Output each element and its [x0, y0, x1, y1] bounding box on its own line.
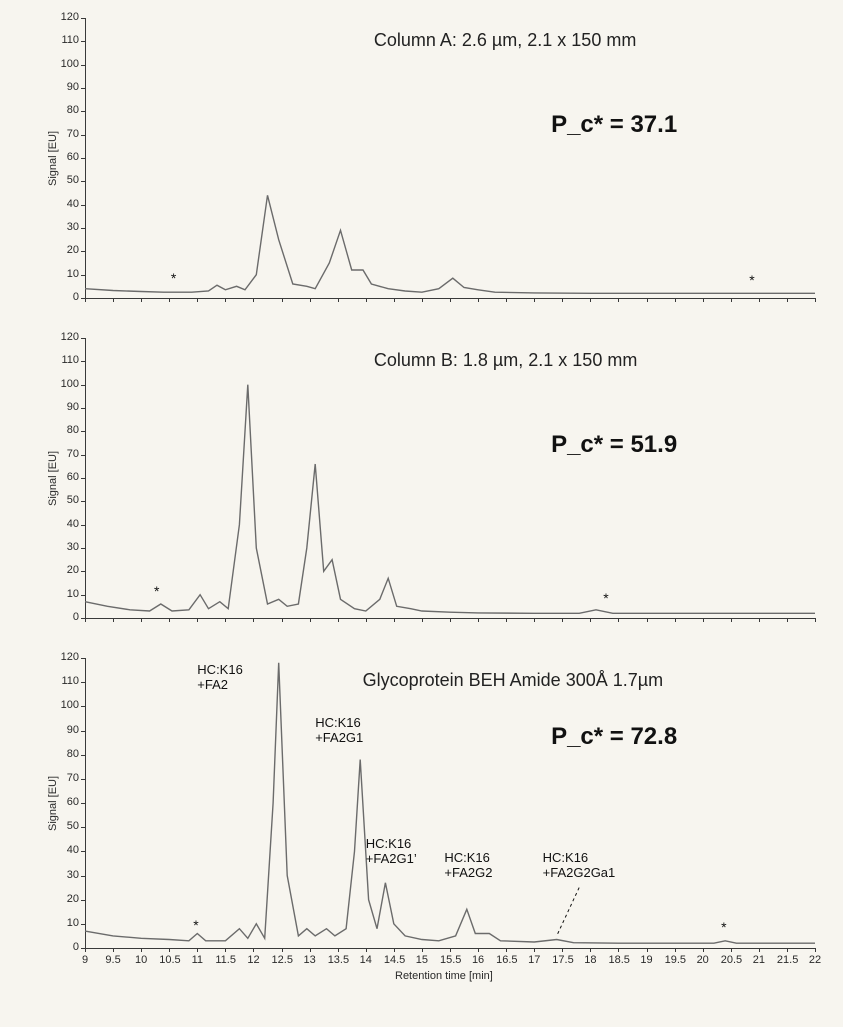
- panelA: 0102030405060708090100110120Signal [EU]C…: [30, 8, 820, 324]
- chromatogram-trace: [30, 8, 820, 324]
- pc-value: P_c* = 51.9: [551, 431, 677, 459]
- chromatogram-trace: [30, 328, 820, 644]
- panelB: 0102030405060708090100110120Signal [EU]C…: [30, 328, 820, 644]
- panel-title: Column A: 2.6 µm, 2.1 x 150 mm: [374, 30, 636, 51]
- asterisk-marker: *: [749, 272, 754, 288]
- asterisk-marker: *: [154, 583, 159, 599]
- chromatogram-figure: 0102030405060708090100110120Signal [EU]C…: [0, 0, 843, 1027]
- pc-value: P_c* = 37.1: [551, 111, 677, 139]
- panelC: 0102030405060708090100110120Signal [EU]9…: [30, 648, 820, 1008]
- panel-title: Column B: 1.8 µm, 2.1 x 150 mm: [374, 350, 637, 371]
- asterisk-marker: *: [171, 270, 176, 286]
- asterisk-marker: *: [603, 590, 608, 606]
- leader-line: [30, 648, 820, 1008]
